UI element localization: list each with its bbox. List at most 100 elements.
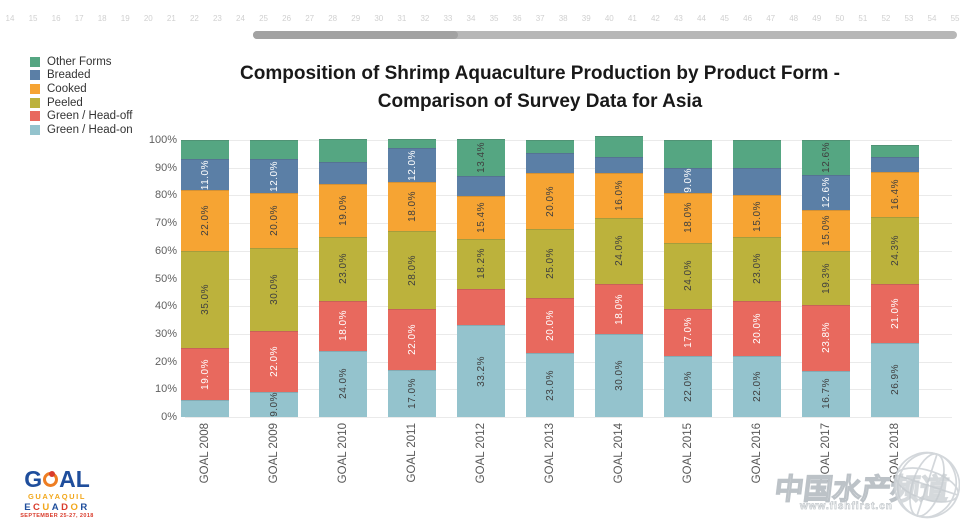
legend-swatch-icon <box>30 124 40 135</box>
y-axis-tick-label: 30% <box>154 327 177 340</box>
ruler-number: 45 <box>720 14 729 23</box>
x-axis-label-text: GOAL 2016 <box>751 423 763 484</box>
x-axis-label-text: GOAL 2013 <box>544 423 556 484</box>
bar-segment: 24.0% <box>319 350 367 417</box>
bar-segment: 23.0% <box>733 236 781 301</box>
bar-segment-label: 9.0% <box>682 167 694 193</box>
bar-segment: 23.0% <box>319 236 367 301</box>
legend-item-label: Green / Head-off <box>47 110 133 123</box>
watermark-url: www.fishfirst.cn <box>800 501 893 513</box>
ruler-number: 39 <box>581 14 591 23</box>
bar-segment: 33.2% <box>457 325 505 417</box>
bar-segment <box>250 140 298 160</box>
bar-segment-label: 28.0% <box>406 254 418 286</box>
ruler-number: 44 <box>697 14 706 23</box>
legend-swatch-icon <box>30 56 40 67</box>
bar-segment: 20.0% <box>733 300 781 357</box>
bar-segment: 15.0% <box>733 195 781 237</box>
bar-segment-label: 18.0% <box>337 310 349 342</box>
ruler-number: 52 <box>881 14 891 23</box>
bar-segment <box>457 289 505 326</box>
bar-segment: 22.0% <box>181 189 229 251</box>
x-axis-label-text: GOAL 2012 <box>475 423 487 484</box>
bar-segment: 12.0% <box>388 148 436 182</box>
bar-segment: 20.0% <box>526 297 574 354</box>
legend-item-label: Other Forms <box>47 55 112 68</box>
bar-segment: 15.4% <box>457 195 505 239</box>
ecuador-letter: U <box>42 501 52 513</box>
bar-segment: 24.0% <box>595 217 643 285</box>
bar-segment-label: 12.0% <box>268 160 280 192</box>
legend-item: Peeled <box>30 96 133 110</box>
bar-segment: 18.0% <box>388 181 436 232</box>
bar-segment-label: 18.0% <box>682 202 694 234</box>
bar-segment-label: 22.0% <box>199 204 211 236</box>
legend-swatch-icon <box>30 83 40 94</box>
bar-segment: 13.4% <box>457 138 505 177</box>
y-axis-tick-label: 50% <box>154 272 177 285</box>
x-axis-label-text: GOAL 2009 <box>268 423 280 484</box>
ecuador-letter: E <box>24 501 34 513</box>
scrollbar-thumb[interactable] <box>253 31 458 39</box>
goal-logo-g: G <box>24 466 43 492</box>
x-axis-label: GOAL 2013 <box>526 423 574 511</box>
stacked-bar: 17.0% 22.0% 28.0% 18.0% 12.0% <box>388 138 436 417</box>
bar-segment-label: 23.0% <box>751 253 763 285</box>
ruler-number: 14 <box>5 14 15 23</box>
stacked-bar: 22.0% 17.0% 24.0% 18.0% 9.0% <box>664 140 712 417</box>
ruler-number: 16 <box>51 14 61 23</box>
bar-segment-label: 25.0% <box>544 247 556 279</box>
x-axis-label: GOAL 2009 <box>250 423 298 511</box>
stacked-bar: 16.7% 23.8% 19.3% 15.0% 12.6% 12.6% <box>802 140 850 417</box>
y-axis-tick-label: 100% <box>148 134 177 146</box>
bar-segment: 22.0% <box>664 356 712 417</box>
y-axis-tick-label: 10% <box>154 383 177 396</box>
bar-segment <box>319 139 367 163</box>
chart-title-line2: Comparison of Survey Data for Asia <box>377 90 703 112</box>
bar-segment-label: 24.0% <box>682 260 694 292</box>
bar-segment: 17.0% <box>388 369 436 417</box>
x-axis-label-text: GOAL 2014 <box>613 423 625 484</box>
globe-icon <box>893 451 960 519</box>
ruler-number: 50 <box>835 14 845 23</box>
horizontal-scrollbar[interactable] <box>253 31 957 39</box>
ruler-number: 15 <box>28 14 38 23</box>
stacked-bar: 33.2% 18.2% 15.4% 13.4% <box>457 138 505 417</box>
x-axis-label: GOAL 2008 <box>181 423 229 511</box>
goal-logo-al: AL <box>59 466 90 492</box>
stacked-bar: 9.0% 22.0% 30.0% 20.0% 12.0% <box>250 140 298 417</box>
ruler-number: 35 <box>489 14 499 23</box>
ruler-number: 28 <box>328 14 338 23</box>
gridline <box>185 417 952 418</box>
y-axis-tick-label: 90% <box>154 161 177 174</box>
bar-segment-label: 20.0% <box>544 185 556 217</box>
bar-segment: 18.0% <box>595 284 643 334</box>
bar-segment-label: 19.0% <box>199 358 211 390</box>
ruler-number: 19 <box>120 14 130 23</box>
ruler-number: 26 <box>282 14 292 23</box>
y-axis-tick-label: 0% <box>161 411 177 423</box>
bar-segment-label: 23.0% <box>544 369 556 401</box>
goal-logo-word: G AL <box>14 468 100 491</box>
ruler-number: 42 <box>650 14 660 23</box>
ruler-number: 17 <box>74 14 84 23</box>
chart-legend: Other Forms Breaded Cooked Peeled Green / He… <box>30 55 133 137</box>
ruler-number: 55 <box>950 14 960 23</box>
ecuador-letter: R <box>80 501 90 513</box>
bar-segment-label: 24.0% <box>337 368 349 400</box>
legend-swatch-icon <box>30 70 40 81</box>
bar-segment: 25.0% <box>526 228 574 298</box>
bar-segment-label: 16.4% <box>889 178 901 210</box>
y-axis-tick-label: 80% <box>154 189 177 202</box>
y-axis-tick-label: 60% <box>154 244 177 257</box>
y-axis-tick-label: 20% <box>154 355 177 368</box>
bar-segment: 18.0% <box>664 192 712 243</box>
ruler-number: 31 <box>397 14 407 23</box>
bar-segment-label: 18.2% <box>475 248 487 280</box>
y-axis-tick-label: 70% <box>154 217 177 230</box>
bar-segment-label: 15.0% <box>751 200 763 232</box>
bar-segment-label: 20.0% <box>268 204 280 236</box>
ruler-number: 53 <box>904 14 914 23</box>
bar-segment-label: 23.0% <box>337 253 349 285</box>
ruler-number: 18 <box>97 14 107 23</box>
